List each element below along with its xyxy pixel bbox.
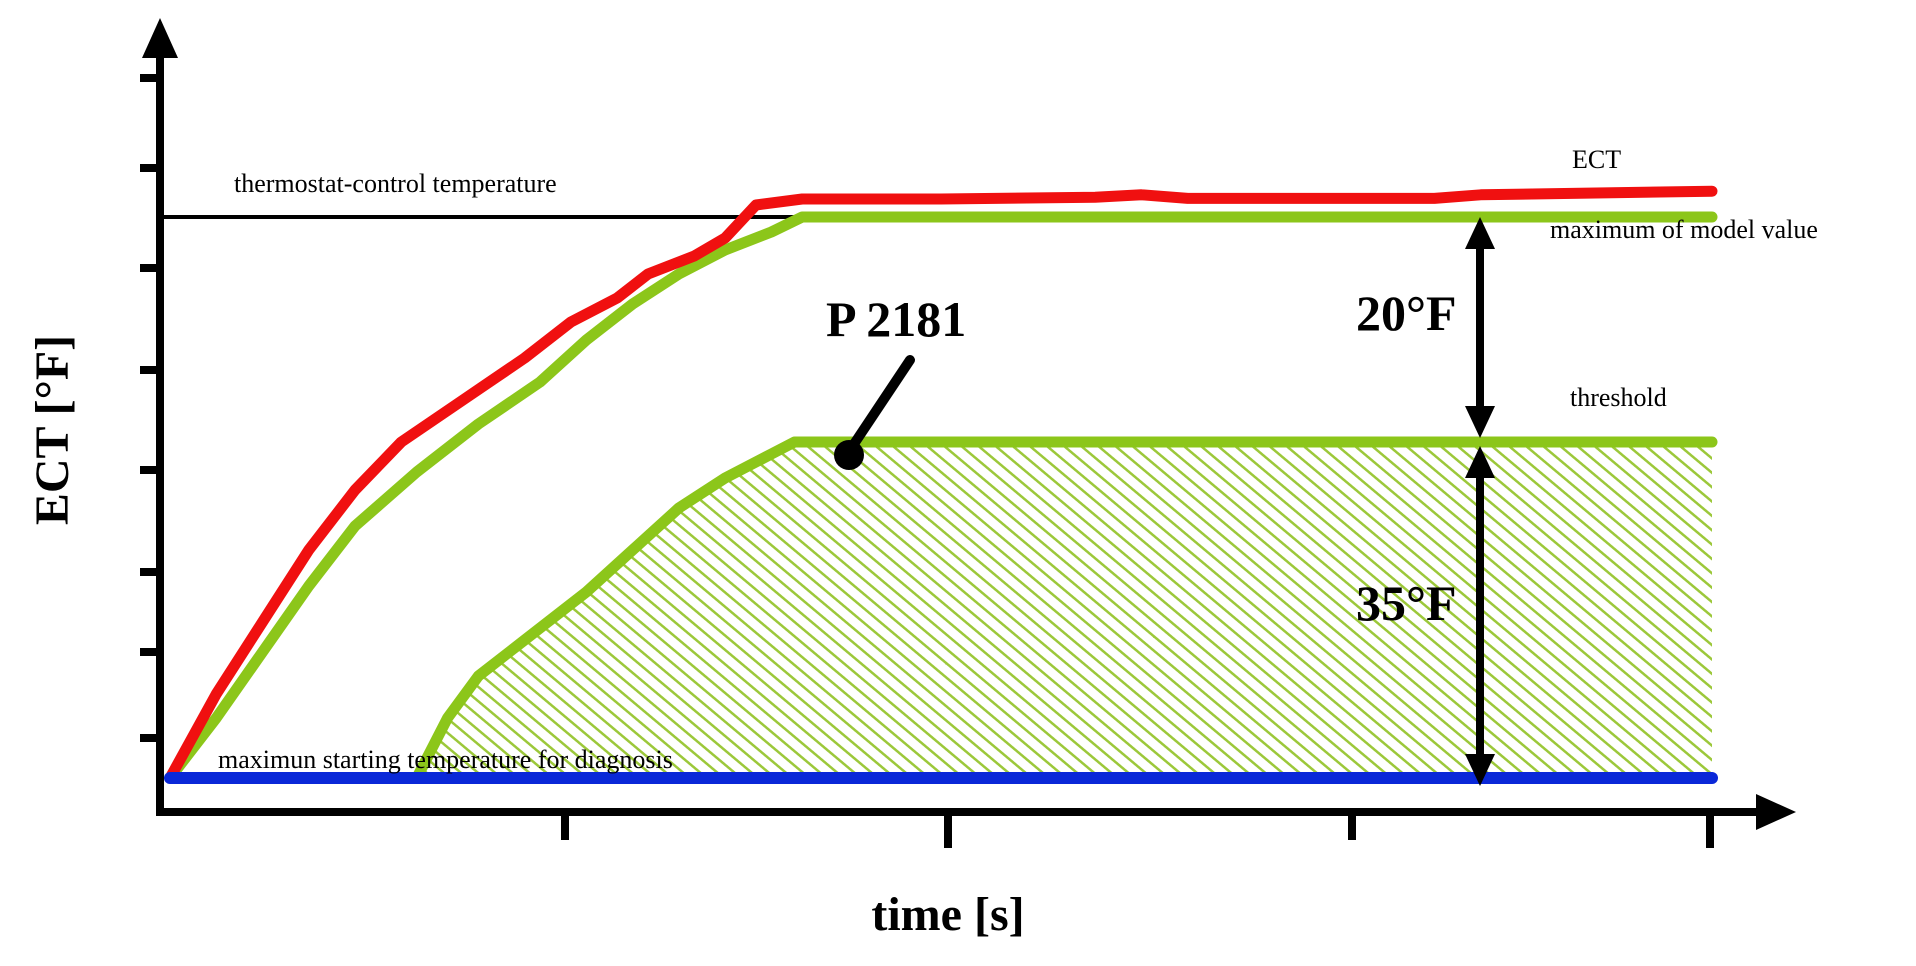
dimension-arrows: [1465, 217, 1495, 786]
label-ect: ECT: [1572, 145, 1621, 174]
series-lines: [164, 185, 1718, 784]
label-max-model: maximum of model value: [1550, 215, 1818, 244]
label-threshold: threshold: [1570, 383, 1667, 412]
arrow-35f-head-top: [1465, 446, 1495, 478]
arrow-20f-head-top: [1465, 217, 1495, 249]
y-ticks: [140, 74, 160, 742]
y-axis-title: ECT [°F]: [26, 335, 79, 525]
threshold-hatch-area: [416, 442, 1713, 780]
label-20f: 20°F: [1356, 285, 1457, 341]
arrow-35f-head-bottom: [1465, 754, 1495, 786]
x-ticks: [561, 812, 1714, 848]
p2181-pointer-line: [845, 355, 915, 455]
y-axis-arrow: [142, 18, 178, 58]
label-p2181: P 2181: [826, 291, 966, 347]
arrow-20f-head-bottom: [1465, 406, 1495, 438]
label-thermostat-control: thermostat-control temperature: [234, 169, 557, 198]
x-axis-title: time [s]: [871, 888, 1024, 941]
series-line-threshold: [411, 436, 1718, 784]
axes: [140, 18, 1796, 848]
x-axis-arrow: [1756, 794, 1796, 830]
label-max-starting: maximun starting temperature for diagnos…: [218, 745, 673, 774]
p2181-pointer-dot: [834, 440, 864, 470]
series-line-maximum-of-model-value: [164, 211, 1718, 784]
label-35f: 35°F: [1356, 575, 1457, 631]
series-line-ect: [164, 185, 1718, 784]
